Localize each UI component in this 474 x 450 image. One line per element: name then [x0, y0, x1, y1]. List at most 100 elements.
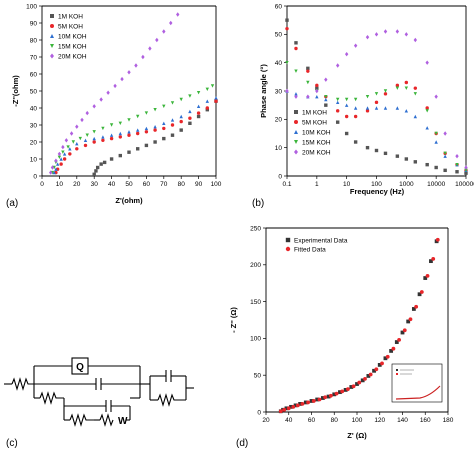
data-point — [344, 131, 349, 136]
data-point — [365, 106, 370, 110]
x-axis-label: Z' (Ω) — [347, 431, 367, 440]
data-point — [141, 54, 145, 60]
legend-entry: Experimental Data — [285, 237, 348, 244]
data-point — [306, 69, 310, 73]
data-point — [69, 131, 74, 136]
x-tick-label: 10 — [343, 181, 351, 188]
legend-marker — [285, 237, 291, 243]
data-point — [127, 133, 131, 137]
data-point — [120, 76, 124, 82]
data-point — [92, 104, 96, 109]
y-tick-label: 20 — [30, 139, 38, 146]
x-tick-label: 120 — [374, 417, 385, 424]
y-tick-label: 30 — [30, 122, 38, 129]
data-point — [118, 153, 122, 158]
resistor-rct — [39, 391, 64, 405]
data-point — [210, 84, 215, 88]
data-point — [335, 120, 340, 124]
data-point — [425, 126, 429, 130]
data-point — [109, 123, 114, 127]
data-point — [49, 170, 53, 175]
data-point — [425, 273, 430, 278]
data-point — [170, 118, 175, 122]
data-point — [92, 140, 96, 144]
x-axis-label: Frequency (Hz) — [350, 187, 405, 196]
series-fitted-data — [278, 237, 440, 414]
data-point — [434, 140, 438, 144]
data-point — [391, 346, 396, 351]
data-point — [155, 37, 159, 43]
legend-entry: 5M KOH — [50, 23, 83, 30]
data-point — [328, 393, 333, 398]
data-point — [455, 162, 459, 167]
data-point — [59, 157, 63, 161]
data-point — [335, 63, 340, 68]
data-point — [346, 387, 350, 392]
data-point — [431, 257, 436, 261]
data-point — [188, 121, 192, 125]
data-point — [324, 77, 328, 82]
data-point — [357, 380, 362, 385]
x-tick-label: 70 — [160, 181, 168, 188]
legend-marker — [50, 53, 54, 59]
y-tick-label: 0 — [257, 409, 261, 416]
data-point — [425, 162, 429, 167]
data-point — [162, 104, 166, 108]
data-point — [162, 136, 166, 141]
legend-entry: 20M KOH — [294, 149, 331, 156]
data-point — [423, 276, 428, 280]
data-point — [395, 83, 400, 88]
legend-marker — [294, 120, 298, 124]
data-point — [311, 399, 316, 403]
inset-legend-swatch-2 — [396, 373, 398, 375]
data-point — [54, 158, 58, 163]
data-point — [295, 403, 300, 408]
series-15m-koh — [285, 60, 468, 173]
y-tick-label: 30 — [275, 88, 283, 95]
data-point — [92, 172, 96, 176]
y-tick-label: 100 — [250, 336, 261, 343]
data-point — [54, 167, 58, 171]
data-point — [134, 63, 138, 68]
data-point — [306, 400, 310, 405]
data-point — [99, 97, 103, 102]
data-point — [368, 372, 373, 377]
data-point — [443, 154, 447, 158]
y-tick-label: 90 — [30, 20, 38, 27]
y-tick-label: 10 — [275, 145, 283, 152]
data-point — [344, 51, 349, 57]
data-point — [294, 92, 298, 96]
data-point — [434, 165, 438, 170]
y-tick-label: 150 — [250, 299, 261, 306]
data-point — [291, 404, 296, 409]
data-point — [92, 136, 96, 141]
data-point — [365, 145, 370, 150]
legend-label: 1M KOH — [58, 13, 83, 20]
data-point — [64, 138, 69, 143]
legend-label: 1M KOH — [302, 109, 327, 116]
data-point — [435, 237, 440, 242]
x-tick-label: 0 — [40, 181, 44, 188]
data-point — [153, 108, 157, 112]
data-point — [294, 46, 298, 51]
series-1m-koh — [92, 99, 218, 176]
data-point — [294, 69, 298, 73]
data-point — [169, 20, 173, 26]
x-tick-label: 80 — [178, 181, 186, 188]
warburg-label: W — [118, 416, 128, 427]
y-tick-label: 40 — [275, 60, 283, 67]
data-point — [383, 29, 388, 34]
data-point — [326, 394, 331, 399]
data-point — [99, 162, 103, 166]
x-tick-label: 140 — [397, 417, 408, 424]
x-tick-label: 100 — [352, 417, 363, 424]
data-point — [80, 117, 84, 123]
data-point — [78, 136, 82, 141]
legend-entry: Fitted Data — [285, 246, 326, 253]
data-point — [179, 114, 183, 119]
y-tick-label: 80 — [30, 37, 38, 44]
data-point — [144, 130, 149, 134]
